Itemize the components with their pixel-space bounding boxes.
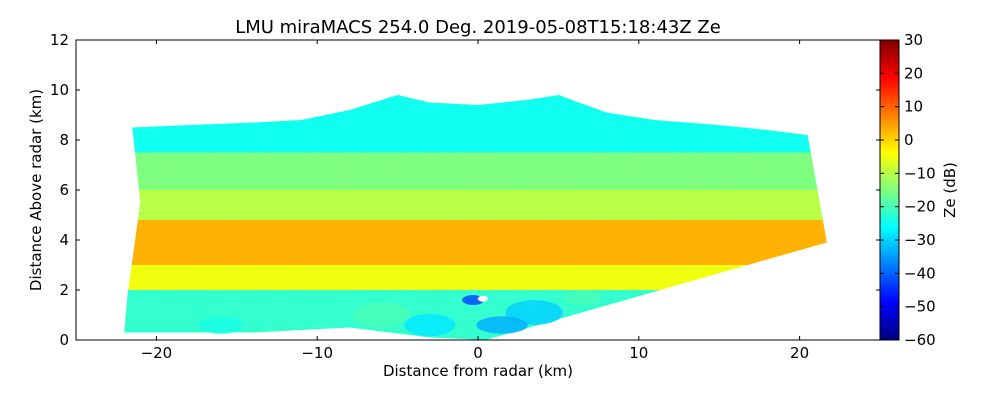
colorbar-tick-label: 10 xyxy=(904,98,923,116)
colorbar-tick-label: −60 xyxy=(904,331,936,349)
x-tick-label: −10 xyxy=(301,344,333,362)
y-axis-label: Distance Above radar (km) xyxy=(27,89,45,291)
echo-region xyxy=(124,95,827,340)
y-tick-label: 4 xyxy=(59,231,69,249)
radar-echo-field xyxy=(124,95,876,340)
x-tick-label: 20 xyxy=(790,344,809,362)
no-echo-wedge xyxy=(486,235,876,340)
colorbar-tick-label: −40 xyxy=(904,264,936,282)
colorbar-tick-label: 30 xyxy=(904,31,923,49)
colorbar-scale xyxy=(879,39,900,341)
echo-patch xyxy=(285,292,350,313)
y-tick-label: 8 xyxy=(59,131,69,149)
colorbar-label: Ze (dB) xyxy=(941,162,959,218)
y-tick-label: 6 xyxy=(59,181,69,199)
chart-title: LMU miraMACS 254.0 Deg. 2019-05-08T15:18… xyxy=(235,17,721,38)
x-tick-label: 0 xyxy=(473,344,483,362)
colorbar-tick-label: −20 xyxy=(904,198,936,216)
plot-area xyxy=(75,39,881,341)
y-tick-label: 0 xyxy=(59,331,69,349)
y-tick-label: 2 xyxy=(59,281,69,299)
colorbar-tick-label: −30 xyxy=(904,231,936,249)
x-tick-label: −20 xyxy=(141,344,173,362)
x-axis-label: Distance from radar (km) xyxy=(383,362,573,380)
colorbar-tick-label: −50 xyxy=(904,298,936,316)
echo-patch xyxy=(198,316,244,334)
y-tick-label: 12 xyxy=(50,31,69,49)
colorbar-tick-label: 20 xyxy=(904,64,923,82)
colorbar: 30 20 10 0 −10 −20 −30 −40 −50 −60 Ze (dB) xyxy=(879,31,959,349)
echo-patch xyxy=(476,316,528,334)
y-axis: 0 2 4 6 8 10 12 xyxy=(50,31,880,349)
colorbar-tick-label: 0 xyxy=(904,131,914,149)
echo-gap xyxy=(477,295,488,302)
y-tick-label: 10 xyxy=(50,81,69,99)
echo-patch xyxy=(352,302,411,328)
colorbar-tick-label: −10 xyxy=(904,164,936,182)
echo-patch xyxy=(563,290,602,305)
x-axis: −20 −10 0 10 20 xyxy=(141,40,809,362)
x-tick-label: 10 xyxy=(629,344,648,362)
echo-patch xyxy=(404,313,456,337)
